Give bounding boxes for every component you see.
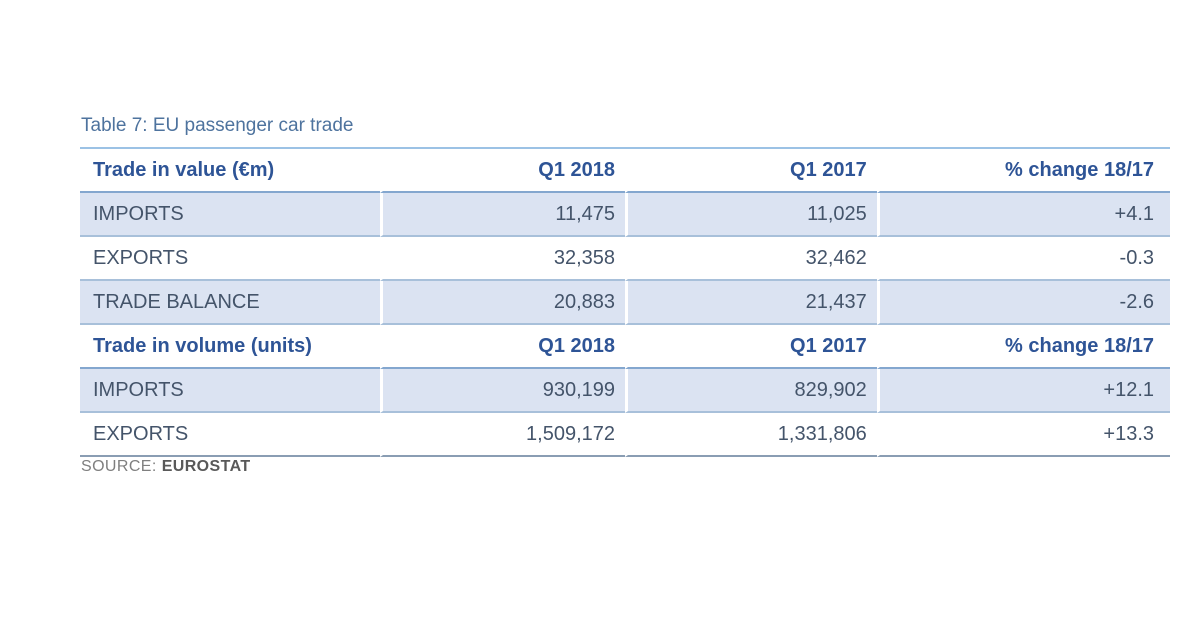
- cell-q1-2018: 1,509,172: [379, 413, 625, 457]
- cell-change: +4.1: [876, 193, 1170, 237]
- source-label: SOURCE:: [81, 458, 157, 475]
- cell-q1-2017: 1,331,806: [625, 413, 877, 457]
- table-row-value-trade-balance: TRADE BALANCE 20,883 21,437 -2.6: [80, 281, 1170, 325]
- source-value: EUROSTAT: [161, 458, 251, 475]
- value-header-row: Trade in value (€m) Q1 2018 Q1 2017 % ch…: [80, 149, 1170, 193]
- value-header-q1-2017: Q1 2017: [625, 149, 877, 193]
- cell-q1-2017: 829,902: [625, 369, 877, 413]
- table-row-volume-exports: EXPORTS 1,509,172 1,331,806 +13.3: [80, 413, 1170, 457]
- cell-q1-2018: 20,883: [379, 281, 625, 325]
- source-line: SOURCE: EUROSTAT: [81, 458, 251, 476]
- cell-change: +12.1: [876, 369, 1170, 413]
- volume-header-row: Trade in volume (units) Q1 2018 Q1 2017 …: [80, 325, 1170, 369]
- cell-q1-2018: 11,475: [379, 193, 625, 237]
- volume-header-change: % change 18/17: [876, 325, 1170, 369]
- cell-q1-2017: 21,437: [625, 281, 877, 325]
- value-header-label: Trade in value (€m): [80, 149, 380, 193]
- row-label: IMPORTS: [80, 193, 380, 237]
- value-header-q1-2018: Q1 2018: [379, 149, 625, 193]
- cell-q1-2018: 930,199: [379, 369, 625, 413]
- cell-change: -0.3: [876, 237, 1170, 281]
- row-label: TRADE BALANCE: [80, 281, 380, 325]
- table-row-volume-imports: IMPORTS 930,199 829,902 +12.1: [80, 369, 1170, 413]
- volume-header-q1-2018: Q1 2018: [379, 325, 625, 369]
- cell-change: +13.3: [876, 413, 1170, 457]
- row-label: EXPORTS: [80, 413, 380, 457]
- cell-q1-2018: 32,358: [379, 237, 625, 281]
- volume-header-q1-2017: Q1 2017: [625, 325, 877, 369]
- row-label: EXPORTS: [80, 237, 380, 281]
- cell-q1-2017: 11,025: [625, 193, 877, 237]
- row-label: IMPORTS: [80, 369, 380, 413]
- table-row-value-imports: IMPORTS 11,475 11,025 +4.1: [80, 193, 1170, 237]
- trade-table: Trade in value (€m) Q1 2018 Q1 2017 % ch…: [80, 147, 1170, 457]
- value-header-change: % change 18/17: [876, 149, 1170, 193]
- table-row-value-exports: EXPORTS 32,358 32,462 -0.3: [80, 237, 1170, 281]
- cell-q1-2017: 32,462: [625, 237, 877, 281]
- table-title: Table 7: EU passenger car trade: [81, 115, 354, 136]
- cell-change: -2.6: [876, 281, 1170, 325]
- volume-header-label: Trade in volume (units): [80, 325, 380, 369]
